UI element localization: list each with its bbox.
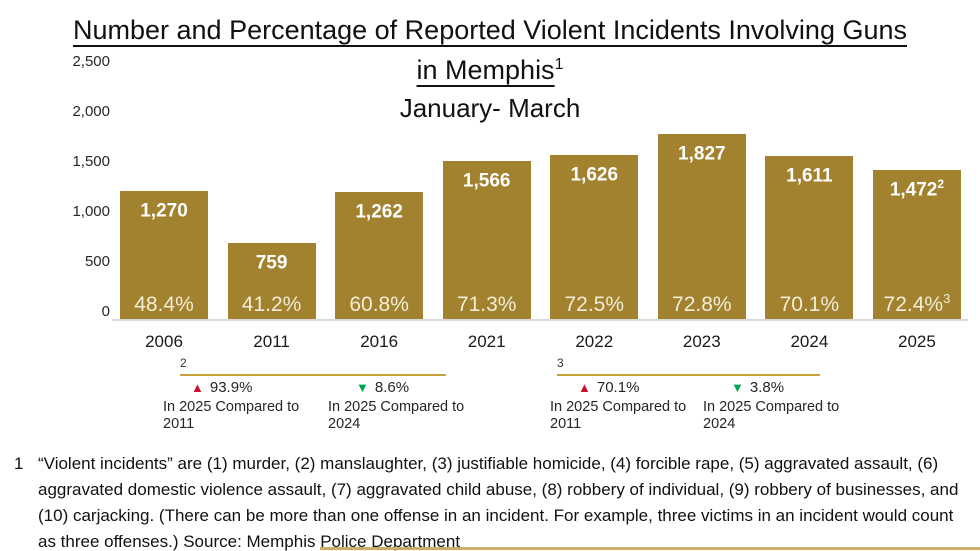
bar-pct-label: 60.8% [349, 293, 409, 316]
down-triangle-icon: ▼ [731, 380, 744, 395]
bar-pct-label: 72.8% [672, 293, 732, 316]
y-axis-tick: 1,000 [72, 203, 110, 220]
bar-count-label: 1,611 [786, 165, 833, 187]
bar-count-label: 1,4722 [889, 177, 945, 201]
annotation-value: 93.9% [209, 379, 253, 396]
bar-pct-label: 48.4% [134, 293, 194, 316]
bar-pct-label: 72.4%3 [883, 291, 951, 316]
x-axis-tick: 2025 [898, 332, 936, 351]
bar-2016: 1,262 60.8% [335, 192, 424, 320]
bar-2022: 1,626 72.5% [550, 155, 639, 320]
plot-area: 1,270 48.4% 759 41.2% 1,262 60.8% 1,566 … [118, 66, 963, 320]
bottom-accent-line [320, 547, 980, 550]
annotation-caption: In 2025 Compared to 2024 [328, 399, 465, 432]
annotation-increase-2011: ▲ 70.1% In 2025 Compared to 2011 [550, 379, 708, 433]
x-axis-tick: 2022 [575, 332, 614, 351]
title-footnote-ref: 1 [554, 56, 564, 73]
footnote: 1 “Violent incidents” are (1) murder, (2… [14, 451, 966, 551]
down-triangle-icon: ▼ [356, 380, 369, 395]
annotation-group2-label: 2 [180, 356, 187, 370]
x-axis-tick: 2016 [360, 332, 399, 351]
bar-count-label: 1,827 [678, 143, 726, 165]
y-axis-tick: 0 [101, 303, 110, 320]
annotation-caption: In 2025 Compared to 2011 [163, 399, 300, 432]
x-axis-tick: 2021 [467, 332, 506, 351]
chart-title-line2: in Memphis1 [416, 55, 564, 85]
x-axis-tick: 2011 [253, 332, 290, 351]
x-axis-line [112, 319, 968, 321]
up-triangle-icon: ▲ [578, 380, 591, 395]
chart-title-line1: Number and Percentage of Reported Violen… [72, 15, 907, 45]
bar-count-label: 1,270 [140, 200, 188, 222]
x-axis-tick: 2024 [790, 332, 829, 351]
annotation-decrease-2024: ▼ 3.8% In 2025 Compared to 2024 [703, 379, 861, 433]
y-axis-tick: 2,000 [72, 103, 110, 120]
pct-footnote-ref: 3 [943, 291, 951, 306]
chart-subtitle: January- March [399, 93, 581, 123]
annotation-group3-label: 3 [557, 356, 564, 370]
annotation-group3-rule [557, 374, 820, 376]
bar-2006: 1,270 48.4% [120, 191, 208, 320]
bar-pct-label: 72.5% [564, 293, 625, 316]
annotation-group2-rule [180, 374, 446, 376]
bar-pct-label: 70.1% [779, 293, 840, 316]
title-block: Number and Percentage of Reported Violen… [0, 10, 980, 126]
annotation-value: 3.8% [749, 379, 785, 396]
up-triangle-icon: ▲ [191, 380, 204, 395]
bar-2023: 1,827 72.8% [657, 134, 746, 320]
bar-pct-label: 71.3% [456, 293, 517, 316]
x-axis-tick: 2006 [145, 332, 183, 351]
footnote-text: “Violent incidents” are (1) murder, (2) … [38, 454, 959, 551]
bar-count-label: 1,626 [570, 164, 619, 186]
y-axis-tick: 2,500 [72, 53, 110, 70]
annotation-decrease-2024: ▼ 8.6% In 2025 Compared to 2024 [328, 379, 486, 433]
annotation-value: 8.6% [374, 379, 410, 396]
annotation-caption: In 2025 Compared to 2024 [703, 399, 840, 432]
y-axis-tick: 500 [84, 253, 110, 270]
bar-2011: 759 41.2% [227, 243, 316, 320]
annotation-increase-2011: ▲ 93.9% In 2025 Compared to 2011 [163, 379, 321, 433]
bar-2025: 1,4722 72.4%3 [872, 170, 961, 320]
annotation-caption: In 2025 Compared to 2011 [550, 399, 687, 432]
bar-footnote-ref: 2 [937, 177, 945, 191]
bar-count-label: 1,566 [462, 170, 511, 192]
footnote-marker: 1 [14, 454, 24, 473]
bar-2024: 1,611 70.1% [765, 156, 854, 320]
y-axis-tick: 1,500 [72, 153, 110, 170]
bar-pct-label: 41.2% [241, 293, 302, 316]
x-axis-labels: 2006 2011 2016 2021 2022 2023 2024 2025 [118, 332, 963, 352]
bar-count-label: 1,262 [355, 201, 403, 223]
bar-count-label: 759 [255, 252, 288, 274]
annotation-value: 70.1% [596, 379, 640, 396]
x-axis-tick: 2023 [682, 332, 721, 351]
bar-2021: 1,566 71.3% [442, 161, 531, 320]
